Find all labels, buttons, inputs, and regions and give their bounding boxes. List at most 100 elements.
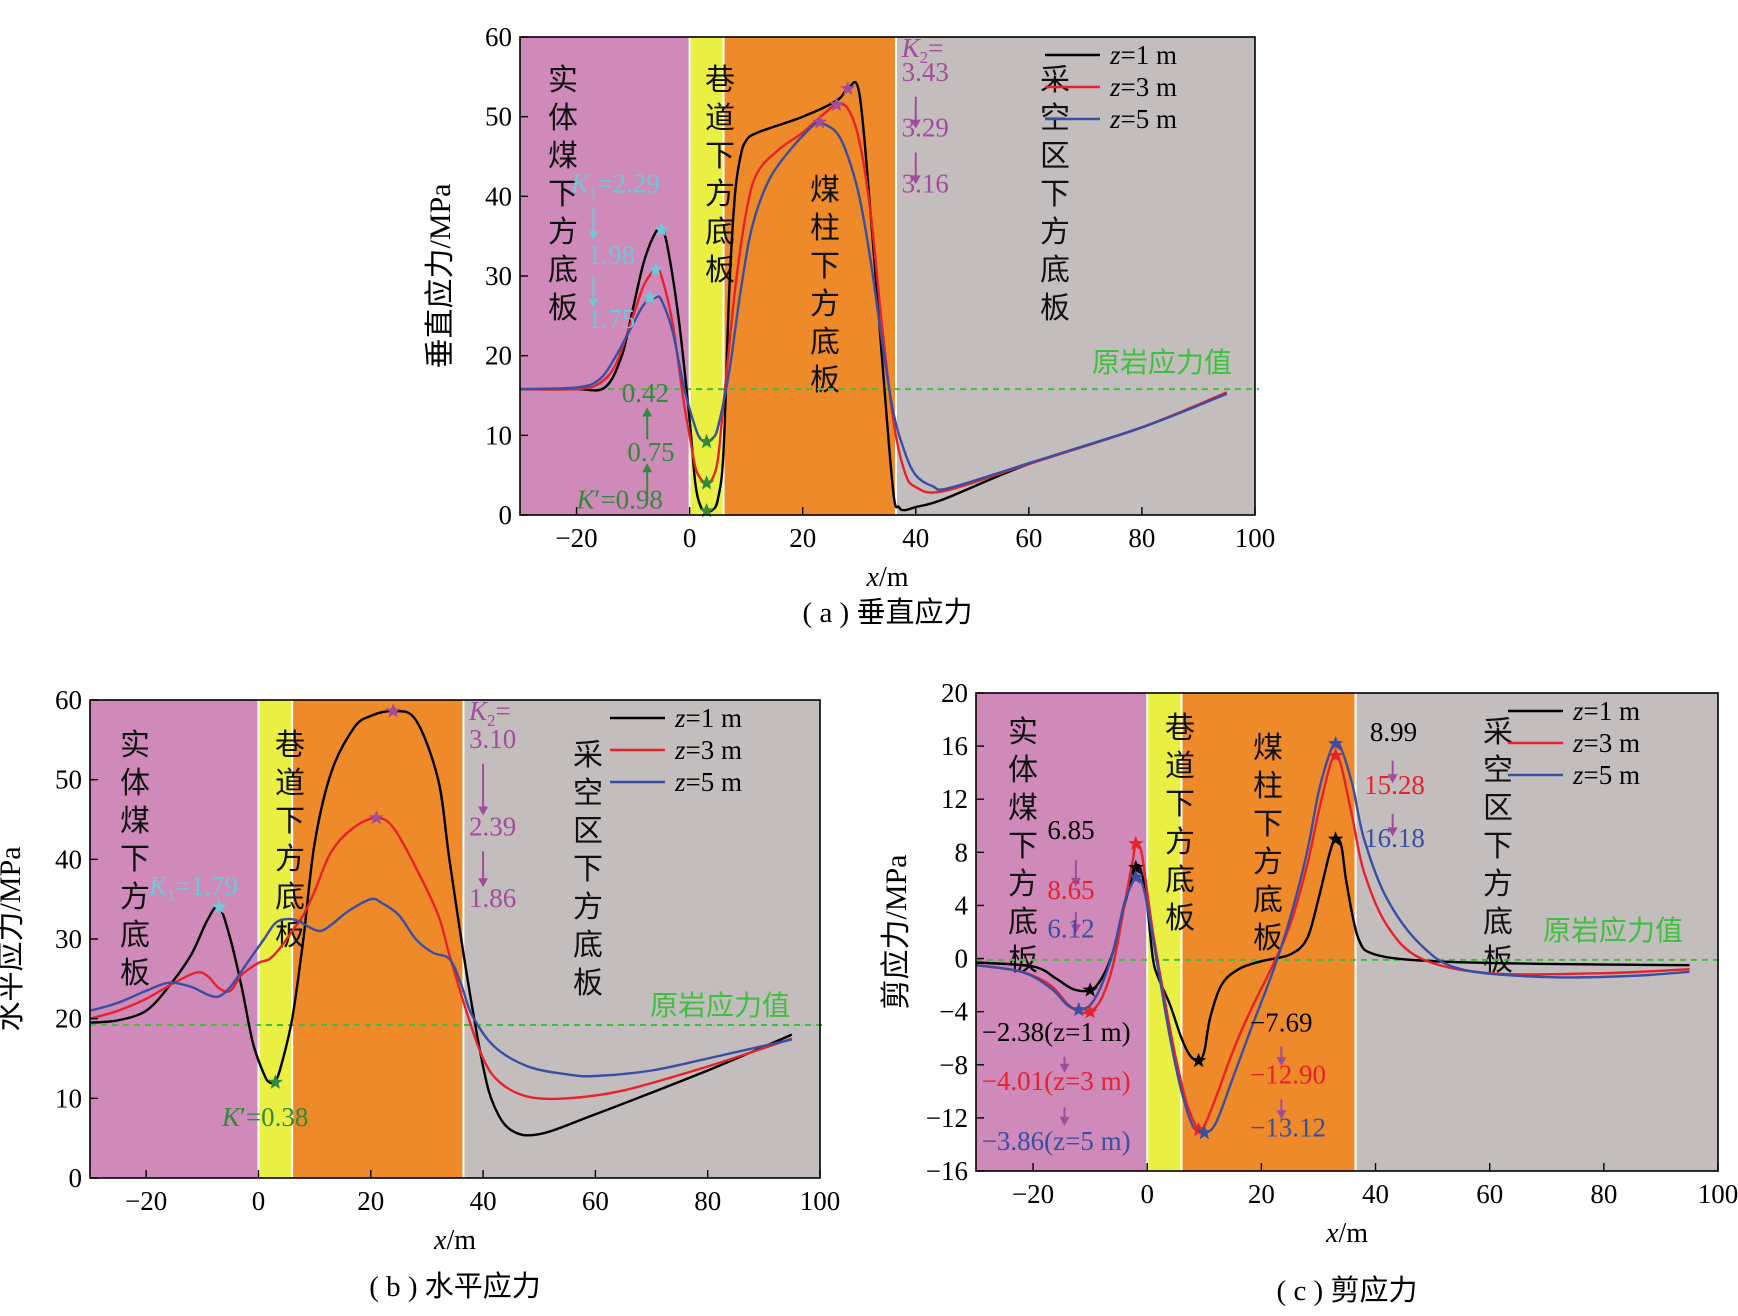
annotation-a-6: 3.16 (902, 168, 949, 198)
peak-marker-a-0 (653, 221, 669, 237)
peak-marker-a-3 (840, 80, 856, 96)
x-tick-label: −20 (125, 1186, 167, 1216)
x-tick-label: 40 (470, 1186, 497, 1216)
annotation-c-5: −3.86(z=5 m) (982, 1126, 1131, 1156)
annotation-b-0: K1=1.79 (148, 871, 238, 905)
peak-marker-c-1 (1128, 859, 1144, 875)
annotation-c-4: −4.01(z=3 m) (982, 1066, 1131, 1096)
y-axis-label: 垂直应力/MPa (424, 183, 457, 368)
x-tick-label: 40 (902, 523, 929, 553)
zone-label-a-1: 巷道下方底板 (705, 64, 735, 287)
x-tick-label: 0 (683, 523, 697, 553)
y-tick-label: 10 (485, 420, 512, 450)
zone-c-3 (1355, 693, 1718, 1171)
zone-label-a-0: 实体煤下方底板 (548, 64, 578, 325)
x-tick-label: 100 (800, 1186, 841, 1216)
annotation-c-0: 6.85 (1047, 815, 1094, 845)
y-tick-label: 50 (485, 102, 512, 132)
arrow-a-5 (642, 463, 653, 496)
peak-marker-b-2 (368, 809, 384, 825)
zone-label-a-3: 采空区下方底板 (1040, 64, 1070, 325)
zone-c-2 (1181, 693, 1356, 1171)
peak-marker-c-0 (1082, 982, 1098, 997)
zone-label-a-2: 煤柱下方底板 (810, 174, 840, 397)
peak-marker-b-1 (385, 703, 401, 718)
y-tick-label: 16 (941, 731, 968, 761)
zone-label-c-0: 实体煤下方底板 (1008, 716, 1038, 977)
zone-label-b-3: 采空区下方底板 (573, 739, 603, 1000)
y-tick-label: 40 (55, 844, 82, 874)
arrow-a-0 (588, 208, 599, 241)
legend-label-1: z=1 m (674, 703, 742, 733)
annotation-c-9: 8.99 (1370, 717, 1417, 747)
annotation-a-9: K′=0.98 (576, 485, 663, 515)
legend-label-3: z=5 m (1109, 104, 1177, 134)
peak-marker-c-10 (1196, 1124, 1212, 1140)
peak-marker-a-7 (699, 475, 715, 490)
series-line-b-2 (90, 816, 793, 1101)
legend-label-1: z=1 m (1572, 696, 1640, 726)
x-tick-label: 20 (789, 523, 816, 553)
peak-marker-a-4 (829, 96, 845, 112)
y-tick-label: −8 (939, 1050, 968, 1080)
y-tick-label: 4 (955, 890, 969, 920)
y-tick-label: 20 (55, 1004, 82, 1034)
peak-marker-c-9 (1128, 869, 1144, 884)
x-tick-label: 80 (694, 1186, 721, 1216)
peak-marker-a-5 (812, 114, 828, 129)
series-line-c-3 (976, 741, 1690, 1135)
arrow-c-5 (1276, 1099, 1287, 1120)
peak-marker-c-6 (1191, 1121, 1207, 1137)
y-tick-label: 10 (55, 1083, 82, 1113)
peak-marker-b-0 (211, 899, 227, 914)
y-tick-label: 40 (485, 181, 512, 211)
annotation-c-8: −13.12 (1250, 1112, 1326, 1142)
y-tick-label: 60 (485, 22, 512, 52)
panel-caption: ( c ) 剪应力 (1277, 1274, 1418, 1307)
arrow-c-6 (1387, 760, 1398, 784)
annotation-a-5: 3.29 (902, 113, 949, 143)
legend-label-2: z=3 m (1109, 72, 1177, 102)
legend-label-2: z=3 m (1572, 728, 1640, 758)
zone-label-c-3: 采空区下方底板 (1483, 716, 1513, 977)
arrow-c-1 (1070, 912, 1081, 934)
x-tick-label: 60 (1476, 1179, 1503, 1209)
y-tick-label: 20 (485, 341, 512, 371)
series-line-b-3 (90, 897, 793, 1078)
arrow-a-2 (910, 96, 921, 129)
legend-label-2: z=3 m (674, 735, 742, 765)
annotation-a-8: 0.75 (627, 437, 674, 467)
arrow-c-0 (1070, 860, 1081, 887)
y-tick-label: −16 (926, 1156, 968, 1186)
series-line-b-1 (90, 709, 793, 1137)
zone-b-2 (292, 700, 464, 1178)
annotation-a-2: 1.75 (588, 304, 635, 334)
arrow-a-4 (642, 407, 653, 440)
annotation-a-0: K1=2.29 (570, 168, 660, 202)
x-tick-label: 0 (1140, 1179, 1154, 1209)
y-tick-label: −4 (939, 997, 968, 1027)
x-tick-label: 80 (1590, 1179, 1617, 1209)
x-axis-label: x/m (1325, 1218, 1368, 1249)
plot-frame (975, 692, 1719, 1172)
annotation-b-4: 1.86 (469, 883, 516, 913)
arrow-a-3 (910, 152, 921, 185)
legend-label-1: z=1 m (1109, 40, 1177, 70)
arrow-a-1 (588, 276, 599, 308)
y-tick-label: 30 (55, 924, 82, 954)
annotation-c-7: −12.90 (1250, 1059, 1326, 1089)
peak-marker-c-3 (1328, 831, 1344, 846)
arrow-b-1 (478, 851, 489, 888)
peak-marker-a-2 (642, 289, 658, 304)
annotation-b-5: K′=0.38 (221, 1102, 308, 1132)
annotation-c-11: 16.18 (1364, 823, 1425, 853)
x-tick-label: 60 (1015, 523, 1042, 553)
annotation-c-6: −7.69 (1250, 1008, 1312, 1038)
x-axis-label: x/m (866, 562, 909, 593)
x-tick-label: 100 (1698, 1179, 1738, 1209)
y-tick-label: 30 (485, 261, 512, 291)
annotation-c-3: −2.38(z=1 m) (982, 1017, 1131, 1047)
arrow-c-2 (1059, 1056, 1070, 1073)
